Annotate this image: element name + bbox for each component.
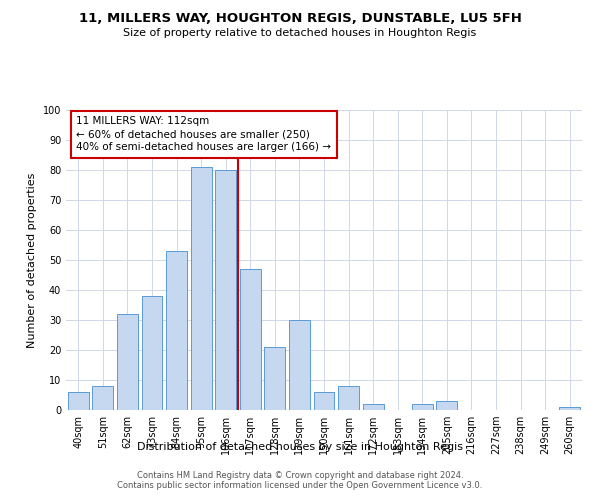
Text: 11, MILLERS WAY, HOUGHTON REGIS, DUNSTABLE, LU5 5FH: 11, MILLERS WAY, HOUGHTON REGIS, DUNSTAB… [79,12,521,26]
Bar [92,386,113,410]
Bar [289,320,310,410]
Bar [559,407,580,410]
Text: Size of property relative to detached houses in Houghton Regis: Size of property relative to detached ho… [124,28,476,38]
Bar [338,386,359,410]
Bar [314,392,334,410]
Bar [240,269,261,410]
Bar [191,167,212,410]
Bar [166,251,187,410]
Bar [142,296,163,410]
Bar [436,401,457,410]
Text: Contains HM Land Registry data © Crown copyright and database right 2024.
Contai: Contains HM Land Registry data © Crown c… [118,470,482,490]
Bar [117,314,138,410]
Bar [68,392,89,410]
Bar [265,347,286,410]
Bar [362,404,383,410]
Y-axis label: Number of detached properties: Number of detached properties [27,172,37,348]
Text: Distribution of detached houses by size in Houghton Regis: Distribution of detached houses by size … [137,442,463,452]
Bar [215,170,236,410]
Text: 11 MILLERS WAY: 112sqm
← 60% of detached houses are smaller (250)
40% of semi-de: 11 MILLERS WAY: 112sqm ← 60% of detached… [76,116,331,152]
Bar [412,404,433,410]
